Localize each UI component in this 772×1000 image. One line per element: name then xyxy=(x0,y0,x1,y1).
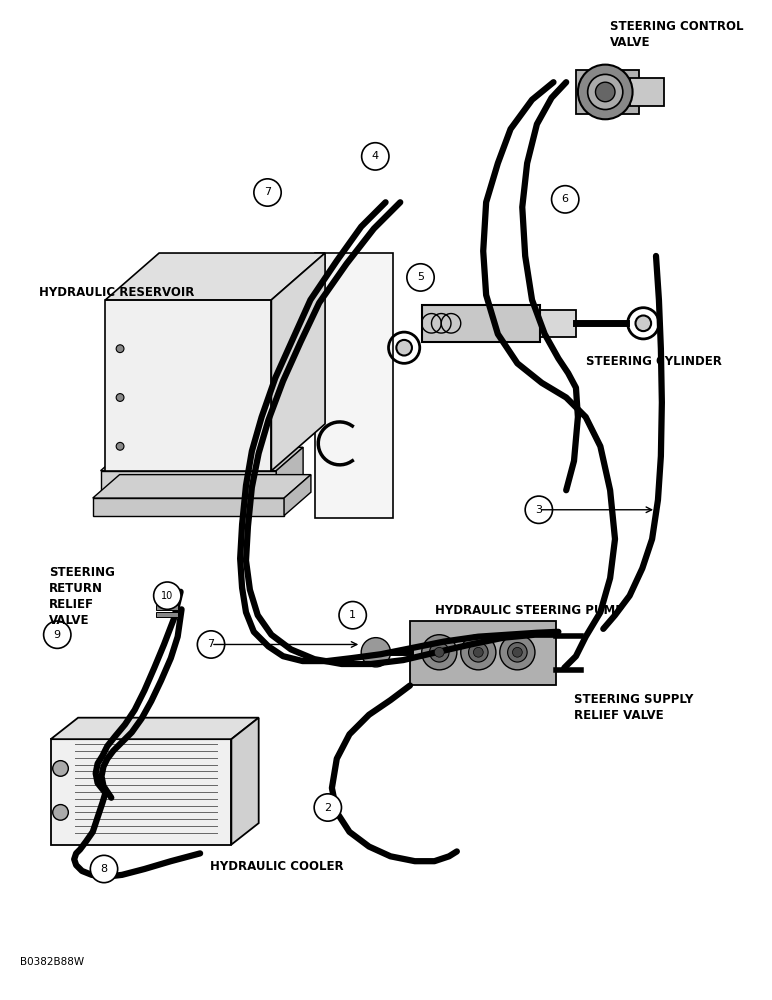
Polygon shape xyxy=(276,447,303,498)
Circle shape xyxy=(525,496,553,523)
Polygon shape xyxy=(93,498,284,516)
Circle shape xyxy=(508,643,527,662)
Circle shape xyxy=(578,65,632,119)
Circle shape xyxy=(396,340,412,356)
Polygon shape xyxy=(106,300,272,471)
Circle shape xyxy=(587,74,623,110)
Circle shape xyxy=(513,647,523,657)
Polygon shape xyxy=(156,605,178,610)
Polygon shape xyxy=(630,78,664,106)
Text: STEERING SUPPLY
RELIEF VALVE: STEERING SUPPLY RELIEF VALVE xyxy=(574,693,693,722)
Circle shape xyxy=(198,631,225,658)
Circle shape xyxy=(116,442,124,450)
Circle shape xyxy=(407,264,434,291)
Polygon shape xyxy=(232,718,259,845)
Polygon shape xyxy=(106,253,325,300)
Circle shape xyxy=(52,805,69,820)
Polygon shape xyxy=(93,475,311,498)
Polygon shape xyxy=(51,718,259,739)
Polygon shape xyxy=(422,305,540,342)
Text: STEERING CONTROL
VALVE: STEERING CONTROL VALVE xyxy=(610,20,743,49)
Circle shape xyxy=(339,602,367,629)
Text: STEERING
RETURN
RELIEF
VALVE: STEERING RETURN RELIEF VALVE xyxy=(49,566,115,627)
Text: HYDRAULIC STEERING PUMP: HYDRAULIC STEERING PUMP xyxy=(435,604,625,617)
Circle shape xyxy=(90,855,117,883)
Circle shape xyxy=(314,794,341,821)
Polygon shape xyxy=(272,253,325,471)
Circle shape xyxy=(461,635,496,670)
Polygon shape xyxy=(315,253,394,518)
Text: STEERING CYLINDER: STEERING CYLINDER xyxy=(586,355,722,368)
Circle shape xyxy=(469,643,488,662)
Polygon shape xyxy=(422,310,577,337)
Polygon shape xyxy=(410,621,557,685)
Circle shape xyxy=(52,761,69,776)
Polygon shape xyxy=(284,475,311,516)
Circle shape xyxy=(499,635,535,670)
Circle shape xyxy=(254,179,281,206)
Text: 10: 10 xyxy=(161,591,174,601)
Circle shape xyxy=(435,647,444,657)
Circle shape xyxy=(361,638,391,667)
Circle shape xyxy=(116,345,124,353)
Text: HYDRAULIC COOLER: HYDRAULIC COOLER xyxy=(210,860,344,873)
Text: 4: 4 xyxy=(372,151,379,161)
Circle shape xyxy=(429,643,449,662)
Circle shape xyxy=(116,394,124,401)
Polygon shape xyxy=(100,471,276,498)
Circle shape xyxy=(422,635,457,670)
Text: 7: 7 xyxy=(208,639,215,649)
Text: 8: 8 xyxy=(100,864,107,874)
Polygon shape xyxy=(51,739,232,845)
Polygon shape xyxy=(156,599,178,603)
Circle shape xyxy=(43,621,71,648)
Polygon shape xyxy=(156,592,178,597)
Text: 2: 2 xyxy=(324,803,331,813)
Text: B0382B88W: B0382B88W xyxy=(19,957,83,967)
Text: 7: 7 xyxy=(264,187,271,197)
Circle shape xyxy=(595,82,615,102)
Text: HYDRAULIC RESERVOIR: HYDRAULIC RESERVOIR xyxy=(39,286,195,299)
Text: 1: 1 xyxy=(349,610,356,620)
Text: 5: 5 xyxy=(417,272,424,282)
Text: 6: 6 xyxy=(562,194,569,204)
Polygon shape xyxy=(576,70,639,114)
Circle shape xyxy=(361,143,389,170)
Text: 9: 9 xyxy=(54,630,61,640)
Text: 3: 3 xyxy=(535,505,543,515)
Circle shape xyxy=(154,582,181,609)
Circle shape xyxy=(551,186,579,213)
Polygon shape xyxy=(156,612,178,617)
Circle shape xyxy=(473,647,483,657)
Circle shape xyxy=(635,315,651,331)
Polygon shape xyxy=(100,447,303,471)
